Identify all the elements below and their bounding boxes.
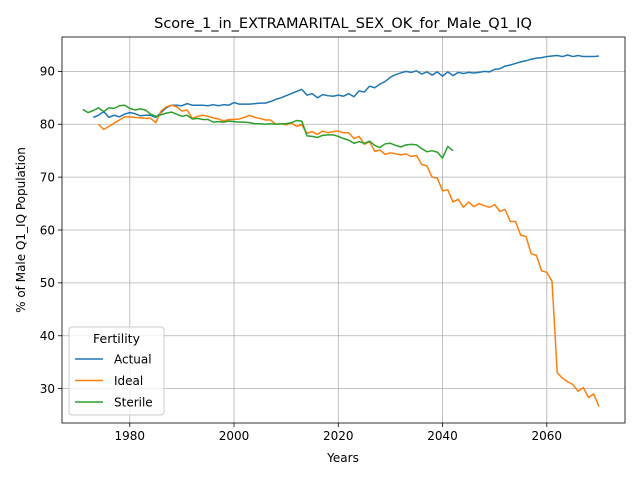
series-layer [82, 54, 600, 407]
x-tick-label: 2000 [219, 429, 250, 443]
legend-title: Fertility [93, 331, 141, 346]
x-tick-label: 2040 [427, 429, 458, 443]
x-tick-label: 2060 [532, 429, 563, 443]
legend: Fertility Actual Ideal Sterile [68, 326, 165, 416]
y-axis-label: % of Male Q1_IQ Population [14, 147, 28, 313]
chart-title: Score_1_in_EXTRAMARITAL_SEX_OK_for_Male_… [154, 16, 532, 32]
series-line-actual [92, 54, 600, 119]
y-tick-label: 30 [40, 382, 55, 396]
x-tick-label: 1980 [114, 429, 145, 443]
legend-entries: Actual Ideal Sterile [75, 352, 153, 409]
y-tick-label: 60 [40, 223, 55, 237]
x-tick-label: 2020 [323, 429, 354, 443]
y-tick-label: 80 [40, 118, 55, 132]
x-axis-label: Years [326, 451, 359, 465]
series-line-sterile [82, 104, 454, 159]
legend-label-ideal: Ideal [114, 374, 143, 388]
y-tick-label: 40 [40, 329, 55, 343]
y-axis: 30 40 50 60 70 80 90 [40, 65, 62, 396]
series-line-ideal [97, 104, 600, 407]
legend-box [68, 326, 165, 416]
y-tick-label: 90 [40, 65, 55, 79]
y-tick-label: 50 [40, 276, 55, 290]
y-tick-label: 70 [40, 170, 55, 184]
legend-label-actual: Actual [114, 352, 152, 366]
x-axis: 1980 2000 2020 2040 2060 [114, 423, 562, 443]
legend-label-sterile: Sterile [114, 395, 153, 409]
